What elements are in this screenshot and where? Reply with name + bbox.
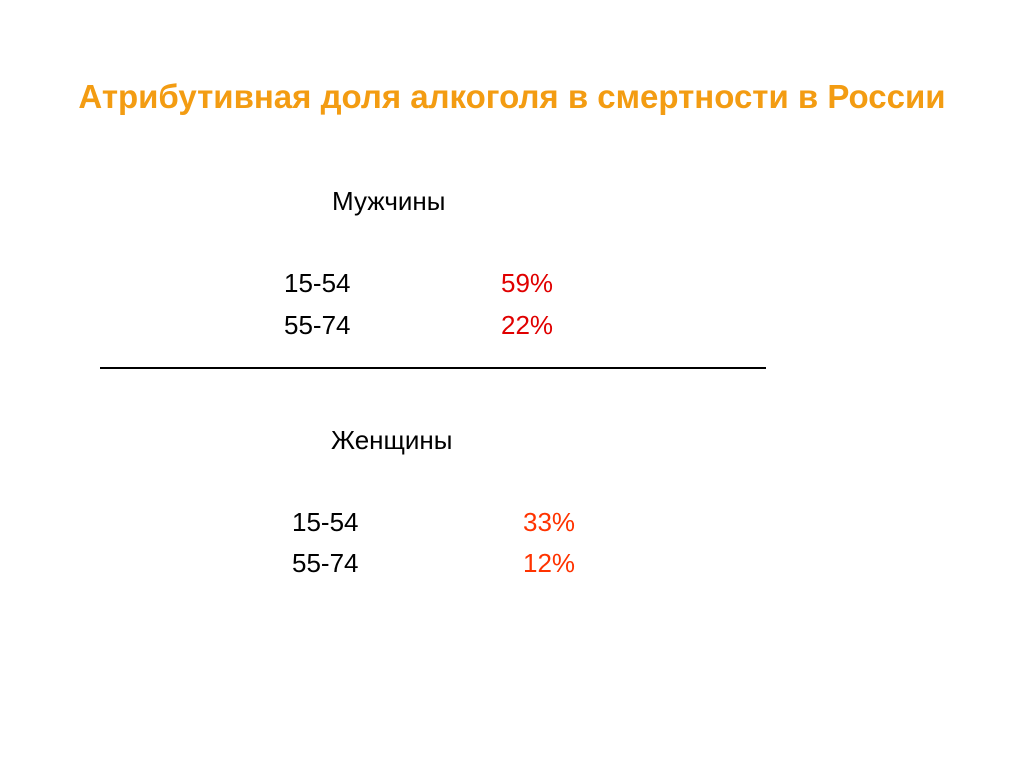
- women-heading: Женщины: [331, 425, 453, 455]
- women-value-15-54: 33%: [523, 507, 576, 537]
- men-heading: Мужчины: [332, 186, 446, 216]
- men-age-55-74: 55-74: [284, 310, 351, 340]
- section-divider: [100, 367, 766, 369]
- men-value-15-54: 59%: [501, 268, 554, 298]
- men-value-55-74: 22%: [501, 310, 554, 340]
- women-age-55-74: 55-74: [292, 548, 359, 578]
- slide-title: Атрибутивная доля алкоголя в смертности …: [78, 78, 946, 115]
- women-value-55-74: 12%: [523, 548, 576, 578]
- women-age-15-54: 15-54: [292, 507, 359, 537]
- men-age-15-54: 15-54: [284, 268, 351, 298]
